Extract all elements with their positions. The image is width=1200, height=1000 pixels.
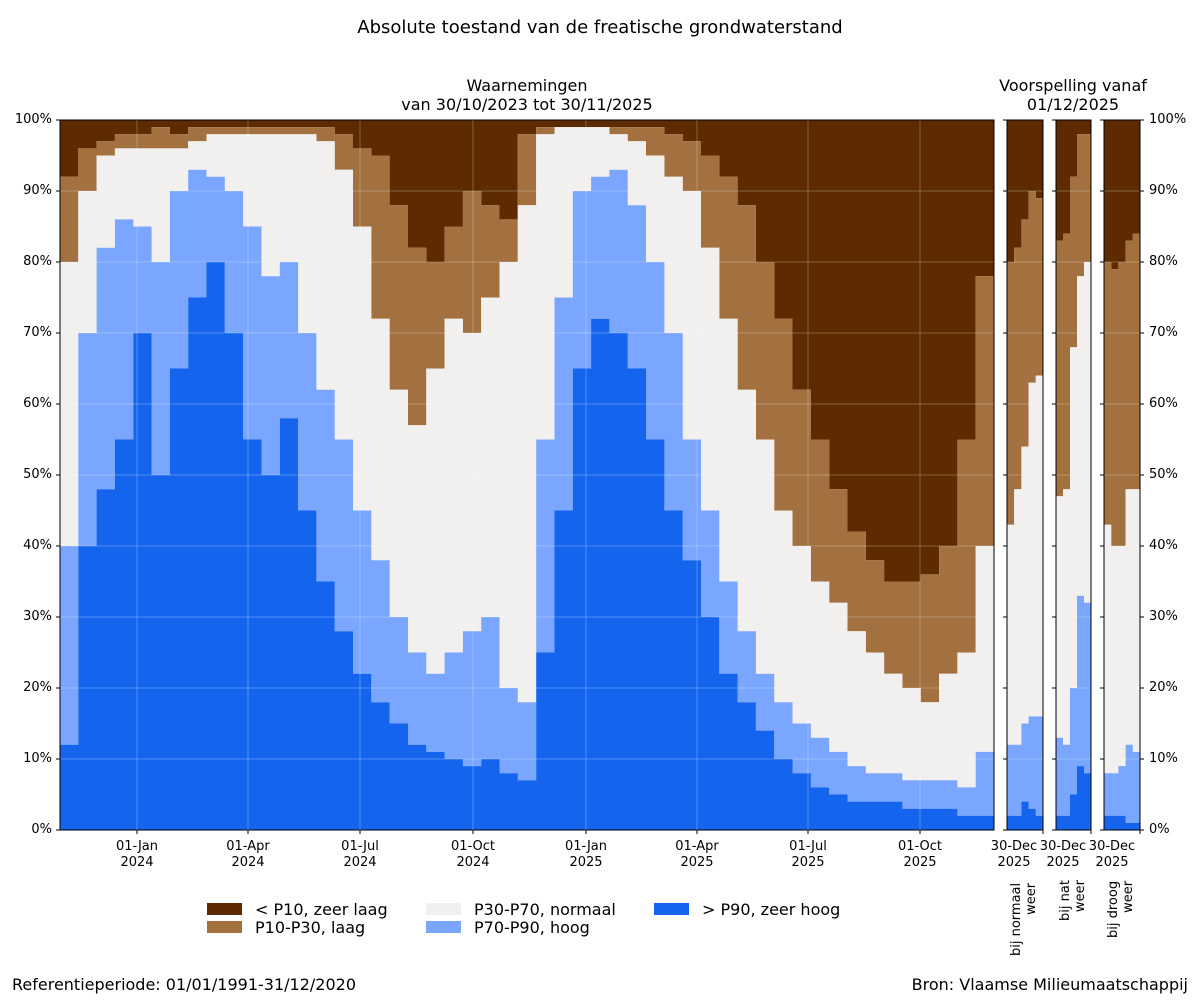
figure-title: Absolute toestand van de freatische gron… [357,17,843,38]
x-tick-label: 01-Oct 2025 [897,839,943,870]
y-tick-label-right: 40% [1149,538,1178,553]
observed-title-line2: van 30/10/2023 tot 30/11/2025 [401,95,653,114]
y-tick-label-right: 0% [1149,822,1170,837]
area-laag [1007,191,1043,525]
x-tick-label: 01-Jan 2024 [116,839,158,870]
observed-plot-area [56,119,995,834]
y-tick-label-left: 90% [23,183,52,198]
chart-legend: < P10, zeer laag P10-P30, laag P30-P70, … [207,900,857,940]
forecast-normal-caption: bij normaal weer [1009,883,1039,956]
y-tick-label-left: 50% [23,467,52,482]
forecast-panel-title: Voorspelling vanaf 01/12/2025 [973,76,1173,114]
forecast-title-line1: Voorspelling vanaf [999,76,1147,95]
x-tick-label: 01-Apr 2024 [226,839,270,870]
area-laag [1056,134,1091,497]
y-tick-label-left: 40% [23,538,52,553]
x-tick-label: 01-Jan 2025 [565,839,607,870]
forecast-normal-tick: 30-Dec 2025 [986,839,1042,871]
y-tick-label-right: 80% [1149,254,1178,269]
legend-item-zeer-hoog: > P90, zeer hoog [654,899,841,919]
area-laag [60,127,994,703]
forecast-dry-plot [1100,119,1144,834]
forecast-wet-caption: bij nat weer [1058,880,1088,921]
y-tick-label-right: 50% [1149,467,1178,482]
legend-swatch-zeer-laag [207,903,242,915]
area-hoog [1056,595,1091,816]
y-tick-label-left: 70% [23,325,52,340]
caption-line2: weer [1024,882,1039,915]
tick-line2: 2025 [1046,855,1080,870]
area-zeer-laag [1007,120,1043,262]
forecast-wet-tick: 30-Dec 2025 [1035,839,1091,871]
caption-line1: bij droog [1106,880,1121,938]
legend-label: P70-P90, hoog [474,917,590,937]
y-tick-label-right: 10% [1149,751,1178,766]
legend-item-laag: P10-P30, laag [207,917,366,937]
area-zeer-hoog [1104,815,1140,830]
y-tick-label-right: 30% [1149,609,1178,624]
caption-line2: weer [1121,880,1136,913]
area-hoog [60,169,994,816]
area-hoog [1104,744,1140,823]
area-zeer-laag [1056,120,1091,241]
area-zeer-laag [1104,120,1140,270]
legend-label: P10-P30, laag [255,917,366,937]
y-tick-label-left: 100% [14,112,52,127]
caption-line2: weer [1073,880,1088,913]
tick-line1: 30-Dec [990,839,1038,854]
area-laag [1104,233,1140,546]
y-tick-label-left: 60% [23,396,52,411]
area-zeer-hoog [1007,801,1043,830]
legend-swatch-laag [207,921,242,933]
legend-label: P30-P70, normaal [474,899,616,919]
area-hoog [1007,716,1043,816]
forecast-title-line2: 01/12/2025 [1026,95,1120,114]
y-tick-label-right: 100% [1149,112,1187,127]
legend-label: > P90, zeer hoog [702,899,841,919]
tick-line1: 30-Dec [1039,839,1087,854]
y-tick-label-left: 80% [23,254,52,269]
caption-line1: bij nat [1058,880,1073,921]
forecast-wet-plot [1052,119,1092,834]
tick-line2: 2025 [997,855,1031,870]
legend-label: < P10, zeer laag [255,899,388,919]
y-tick-label-right: 60% [1149,396,1178,411]
reference-period: Referentieperiode: 01/01/1991-31/12/2020 [12,975,356,994]
forecast-normal-plot [1003,119,1044,834]
area-zeer-laag [60,120,994,582]
x-tick-label: 01-Apr 2025 [675,839,719,870]
observed-title-line1: Waarnemingen [466,76,588,95]
y-tick-label-left: 0% [31,822,52,837]
area-normaal [60,127,994,788]
y-tick-label-right: 20% [1149,680,1178,695]
y-tick-label-left: 10% [23,751,52,766]
legend-swatch-hoog [426,921,461,933]
forecast-dry-tick: 30-Dec 2025 [1084,839,1140,871]
area-normaal [1056,262,1091,745]
area-normaal [1104,489,1140,774]
legend-swatch-normaal [426,903,461,915]
tick-line1: 30-Dec [1088,839,1136,854]
x-tick-label: 01-Jul 2025 [789,839,827,870]
forecast-dry-caption: bij droog weer [1106,881,1136,938]
tick-line2: 2025 [1095,855,1129,870]
x-tick-label: 01-Jul 2024 [341,839,379,870]
y-tick-label-right: 90% [1149,183,1178,198]
legend-item-zeer-laag: < P10, zeer laag [207,899,388,919]
y-tick-label-left: 30% [23,609,52,624]
area-zeer-hoog [60,262,994,830]
area-zeer-hoog [1056,766,1091,830]
y-tick-label-right: 70% [1149,325,1178,340]
legend-item-normaal: P30-P70, normaal [426,899,616,919]
legend-item-hoog: P70-P90, hoog [426,917,590,937]
source-credit: Bron: Vlaamse Milieumaatschappij [911,975,1188,994]
caption-line1: bij normaal [1009,882,1024,956]
legend-swatch-zeer-hoog [654,903,689,915]
x-tick-label: 01-Oct 2024 [450,839,496,870]
observed-panel-title: Waarnemingen van 30/10/2023 tot 30/11/20… [327,76,727,114]
y-tick-label-left: 20% [23,680,52,695]
area-normaal [1007,375,1043,745]
